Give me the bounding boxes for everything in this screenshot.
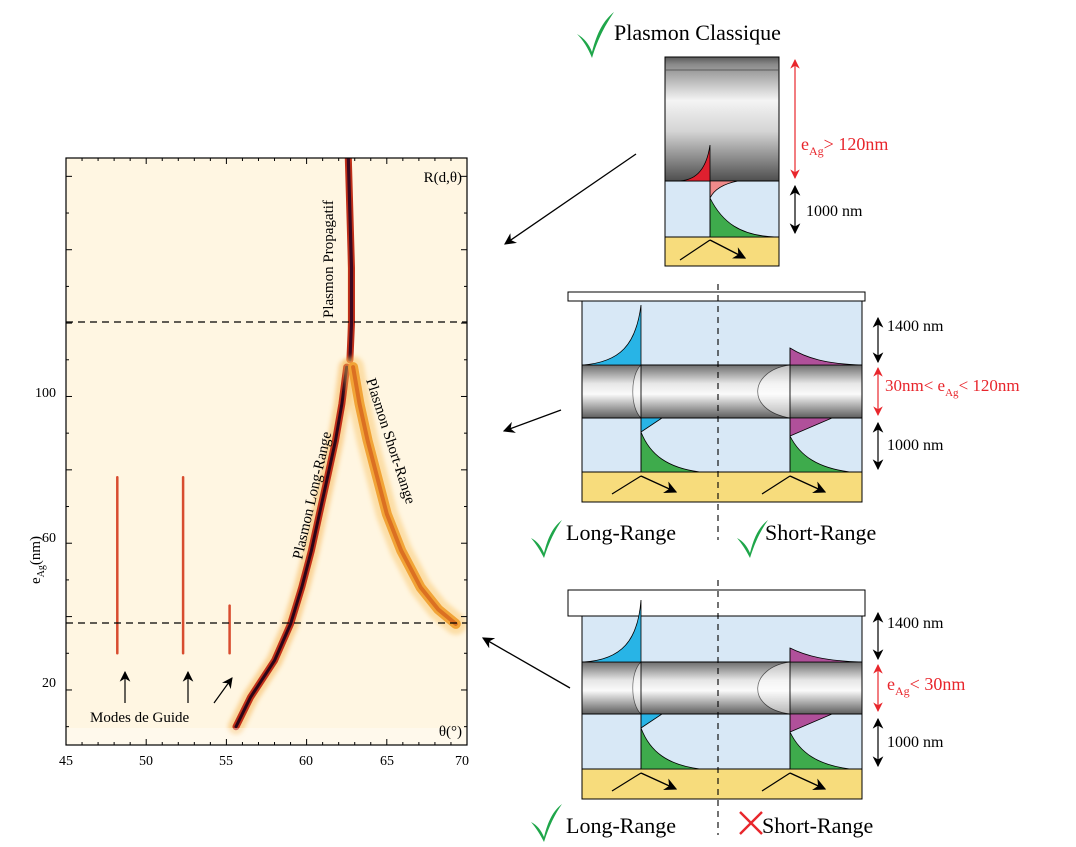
substrate-layer [664,236,780,267]
heatmap-plot: R(d,θ) θ(°) 45 50 55 60 65 70 20 60 100 … [28,157,469,769]
axis-ticks [65,158,468,745]
silver-layer [664,56,780,182]
plot-frame [65,157,468,746]
x-tick-label-70: 70 [455,754,469,769]
y-tick-label-100: 100 [35,386,56,401]
thickness-label-middle: 30nm< eAg< 120nm [885,376,1020,399]
bottom-noise-band [66,728,467,745]
x-tick-label-55: 55 [219,754,233,769]
pointer-arrow-top [504,153,637,245]
check-icon-long-range [531,520,562,558]
x-tick-label-60: 60 [299,754,313,769]
legend-label: R(d,θ) [424,170,462,186]
check-icon-short-range [737,520,768,558]
mode-curves [114,158,467,735]
plot-area [66,158,467,745]
label-short-range: Short-Range [762,813,873,838]
label-long-range: Long-Range [566,813,676,838]
check-icon-long-range [531,804,562,842]
excitation-out [709,239,747,259]
gap-label-top: 1000 nm [806,203,863,220]
guide-arrow-3 [213,677,233,704]
x-tick-label-65: 65 [380,754,394,769]
x-tick-label-45: 45 [59,754,73,769]
upper-gap-label: 1400 nm [887,615,944,632]
annotation-plasmon-propagatif: Plasmon Propagatif [321,200,337,318]
top-boundary [567,589,866,617]
y-tick-label-20: 20 [42,676,56,691]
panel-thin-film: 1400 nm eAg< 30nm 1000 nm Long-Range Sho… [531,580,965,842]
annotation-modes-de-guide: Modes de Guide [90,710,189,726]
upper-gap-label: 1400 nm [887,318,944,335]
lower-gap-label: 1000 nm [887,734,944,751]
plasmon-long-range-curve-layer-2 [234,365,349,729]
silver-film [581,364,863,419]
lower-dielectric [581,713,863,770]
x-axis-label: θ(°) [439,724,462,740]
pointer-arrow-middle [502,409,562,433]
top-boundary [567,291,866,302]
panel-title: Plasmon Classique [614,20,781,45]
label-short-range: Short-Range [765,520,876,545]
label-long-range: Long-Range [566,520,676,545]
y-axis-label: eAg(nm) [28,536,47,584]
plasmon-propagatif-curve-layer-2 [346,158,354,362]
pointer-arrow-bottom [481,637,571,689]
panel-classical-plasmon: Plasmon Classique eAg> 120nm 1000 nm [577,12,888,267]
cross-icon-short-range [739,811,763,835]
lower-gap-label: 1000 nm [887,437,944,454]
field-green [709,197,777,238]
silver-film [581,661,863,715]
panel-intermediate: 1400 nm 30nm< eAg< 120nm 1000 nm Long-Ra… [531,284,1020,558]
x-tick-label-50: 50 [139,754,153,769]
plasmon-short-range-curve-layer-2 [351,365,458,626]
thickness-label-top: eAg> 120nm [801,134,888,158]
field-red-metal [676,144,711,182]
thickness-label-bottom: eAg< 30nm [887,674,965,698]
excitation-in [679,239,711,261]
y-tick-label-60: 60 [42,531,56,546]
check-icon [577,12,614,58]
